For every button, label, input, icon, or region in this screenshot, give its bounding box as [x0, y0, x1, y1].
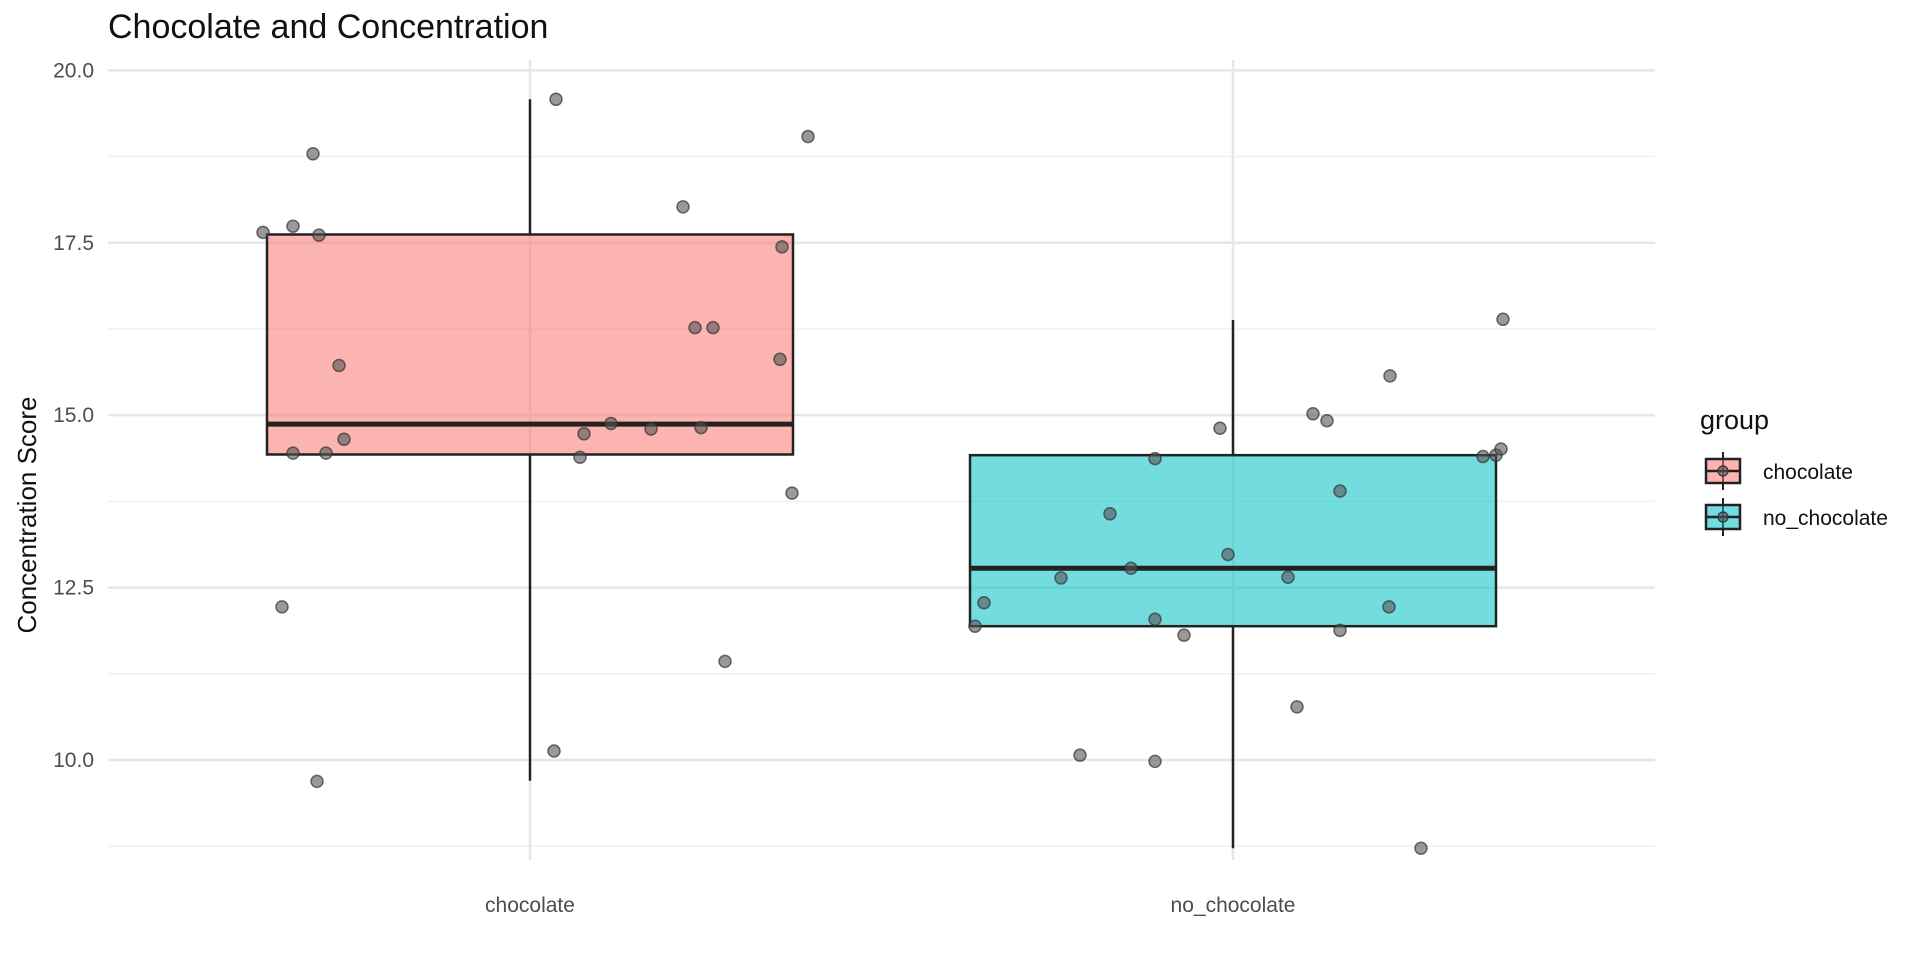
data-point: [1320, 413, 1334, 428]
data-point: [286, 446, 300, 460]
data-point: [337, 432, 351, 447]
data-point: [1148, 754, 1162, 769]
data-point: [1124, 561, 1138, 576]
box-no_chocolate: [968, 320, 1498, 849]
y-tick-label: 15.0: [53, 404, 94, 427]
data-point: [1476, 449, 1490, 464]
data-point: [688, 320, 702, 335]
y-axis-title: Concentration Score: [12, 396, 42, 633]
data-point: [775, 240, 789, 254]
data-point: [577, 427, 591, 441]
data-point: [1333, 623, 1347, 638]
data-point: [275, 600, 289, 614]
data-point: [694, 420, 708, 435]
data-point: [549, 92, 563, 107]
data-point: [1177, 628, 1191, 642]
legend-key-point: [1717, 465, 1729, 477]
data-point: [1494, 442, 1508, 456]
data-points: [256, 92, 1510, 856]
legend-label: chocolate: [1763, 461, 1853, 484]
data-point: [676, 200, 690, 214]
y-tick-label: 10.0: [53, 749, 94, 772]
data-point: [332, 358, 346, 373]
x-axis-ticks: chocolate no_chocolate: [485, 894, 1295, 917]
boxes: [265, 99, 1498, 849]
box-chocolate: [265, 99, 795, 781]
y-tick-label: 20.0: [53, 59, 94, 82]
data-point: [310, 774, 324, 789]
data-point: [968, 619, 982, 633]
legend-title: group: [1700, 405, 1769, 435]
data-point: [286, 219, 300, 233]
data-point: [977, 596, 991, 610]
legend-item-no_chocolate: no_chocolate: [1704, 498, 1888, 536]
data-point: [1281, 570, 1295, 584]
data-point: [1496, 312, 1510, 327]
legend: group chocolate no_chocolate: [1700, 405, 1888, 536]
data-point: [785, 486, 799, 500]
data-point: [1383, 369, 1397, 383]
data-point: [319, 446, 333, 460]
data-point: [801, 129, 815, 144]
data-point: [312, 228, 326, 242]
data-point: [1054, 571, 1068, 585]
y-axis-ticks: 10.0 12.5 15.0 17.5 20.0: [53, 59, 94, 772]
box-rect: [265, 233, 795, 456]
data-point: [1148, 451, 1162, 466]
data-point: [1333, 484, 1347, 498]
x-tick-label: chocolate: [485, 894, 575, 917]
legend-item-chocolate: chocolate: [1704, 452, 1853, 490]
legend-key-point: [1717, 511, 1729, 523]
data-point: [1306, 407, 1320, 421]
points-no_chocolate: [968, 312, 1510, 856]
y-tick-label: 17.5: [53, 232, 94, 255]
data-point: [1414, 841, 1428, 856]
y-tick-label: 12.5: [53, 577, 94, 600]
data-point: [604, 416, 618, 431]
points-chocolate: [256, 92, 815, 789]
data-point: [1073, 748, 1087, 762]
box-rect: [968, 453, 1498, 628]
data-point: [1382, 600, 1396, 614]
data-point: [1213, 421, 1227, 436]
data-point: [1290, 700, 1304, 714]
data-point: [1221, 547, 1235, 562]
data-point: [1148, 612, 1162, 627]
data-point: [306, 147, 320, 161]
data-point: [706, 320, 720, 335]
x-tick-label: no_chocolate: [1171, 894, 1296, 917]
chart-title: Chocolate and Concentration: [108, 8, 548, 46]
data-point: [773, 352, 787, 367]
data-point: [644, 422, 658, 436]
data-point: [718, 654, 732, 669]
data-point: [547, 744, 561, 758]
data-point: [573, 450, 587, 464]
data-point: [256, 225, 270, 240]
data-point: [1103, 507, 1117, 521]
legend-label: no_chocolate: [1763, 507, 1888, 530]
